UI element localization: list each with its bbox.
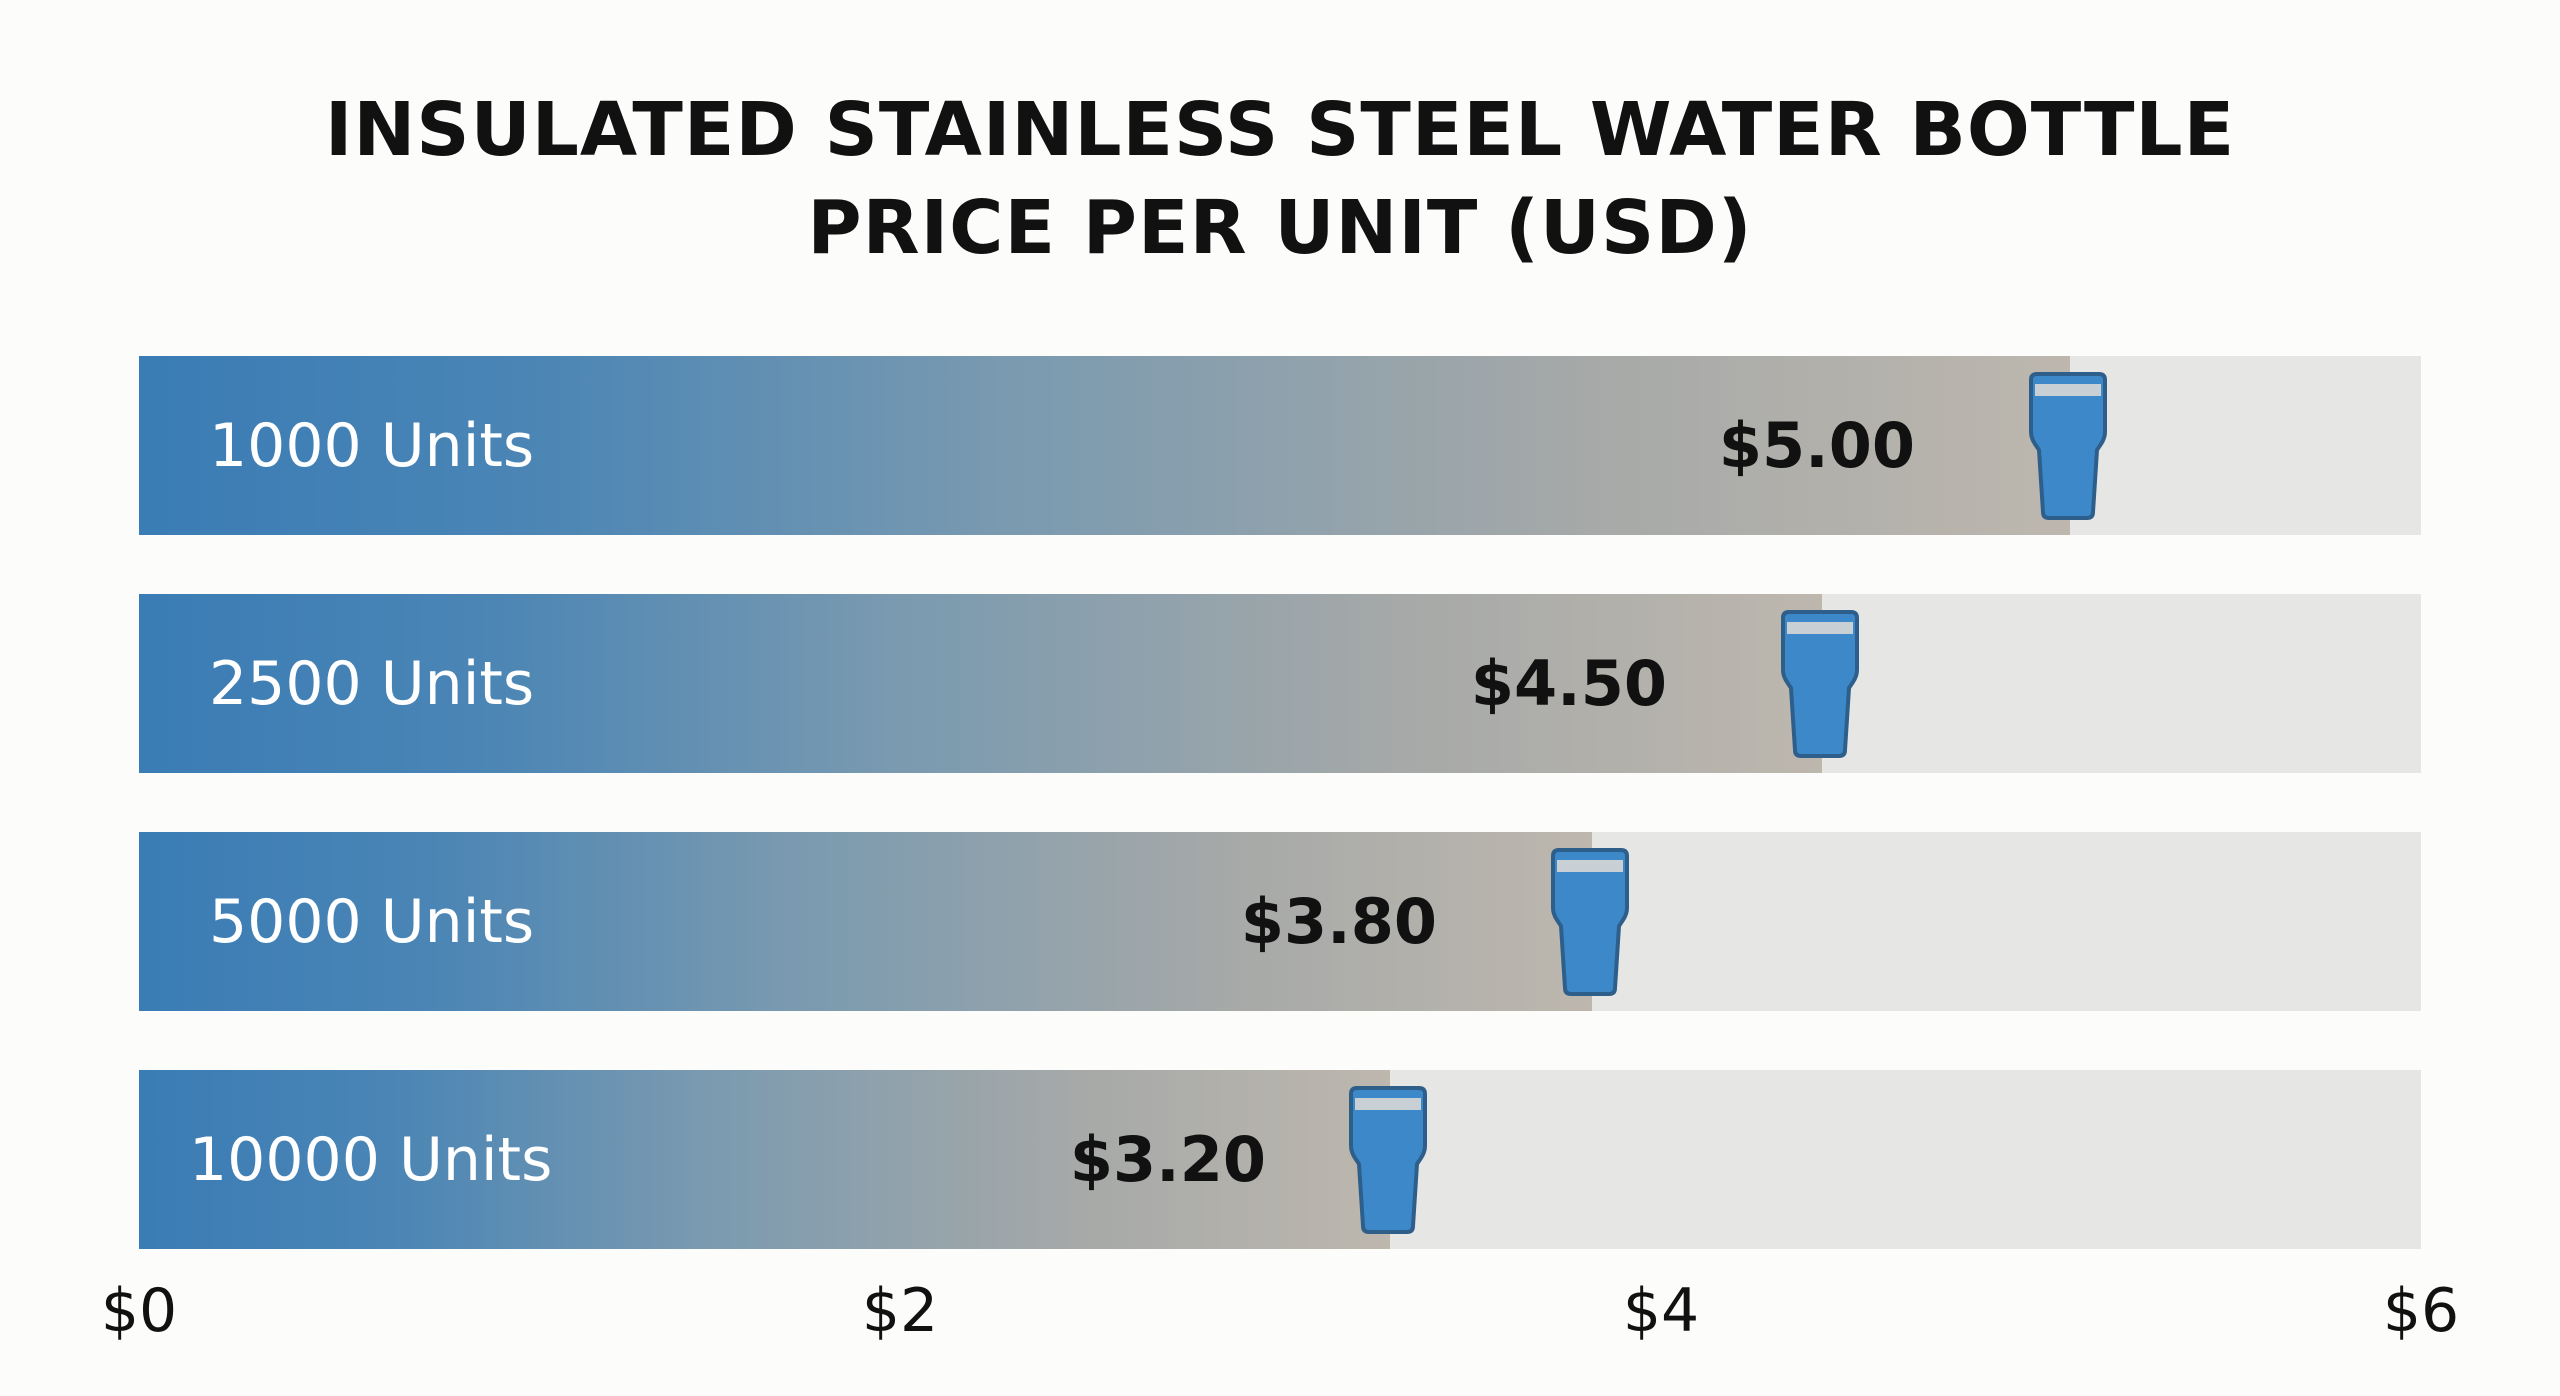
bar-value-label: $3.20 bbox=[1069, 1123, 1266, 1196]
bar-row: 5000 Units $3.80 bbox=[139, 832, 2421, 1011]
bar-fill bbox=[139, 832, 1592, 1011]
tumbler-icon bbox=[1781, 610, 1859, 758]
chart-title-line2: PRICE PER UNIT (USD) bbox=[807, 185, 1753, 271]
bar-value-label: $3.80 bbox=[1240, 885, 1437, 958]
bar-row: 1000 Units $5.00 bbox=[139, 356, 2421, 535]
tumbler-icon bbox=[1551, 848, 1629, 996]
bar-category-label: 1000 Units bbox=[209, 410, 535, 481]
bar-fill bbox=[139, 594, 1822, 773]
x-tick-label: $0 bbox=[100, 1276, 178, 1346]
chart-title-line1: INSULATED STAINLESS STEEL WATER BOTTLE bbox=[324, 87, 2236, 173]
bar-category-label: 5000 Units bbox=[209, 886, 535, 957]
bar-category-label: 10000 Units bbox=[189, 1124, 553, 1195]
tumbler-icon bbox=[2029, 372, 2107, 520]
tumbler-icon bbox=[1349, 1086, 1427, 1234]
bar-row: 10000 Units $3.20 bbox=[139, 1070, 2421, 1249]
bar-value-label: $4.50 bbox=[1470, 647, 1667, 720]
bar-row: 2500 Units $4.50 bbox=[139, 594, 2421, 773]
bar-fill bbox=[139, 356, 2070, 535]
x-tick-label: $2 bbox=[861, 1276, 939, 1346]
x-tick-label: $4 bbox=[1622, 1276, 1700, 1346]
x-tick-label: $6 bbox=[2382, 1276, 2460, 1346]
bar-value-label: $5.00 bbox=[1718, 409, 1915, 482]
bar-fill bbox=[139, 1070, 1390, 1249]
bar-category-label: 2500 Units bbox=[209, 648, 535, 719]
